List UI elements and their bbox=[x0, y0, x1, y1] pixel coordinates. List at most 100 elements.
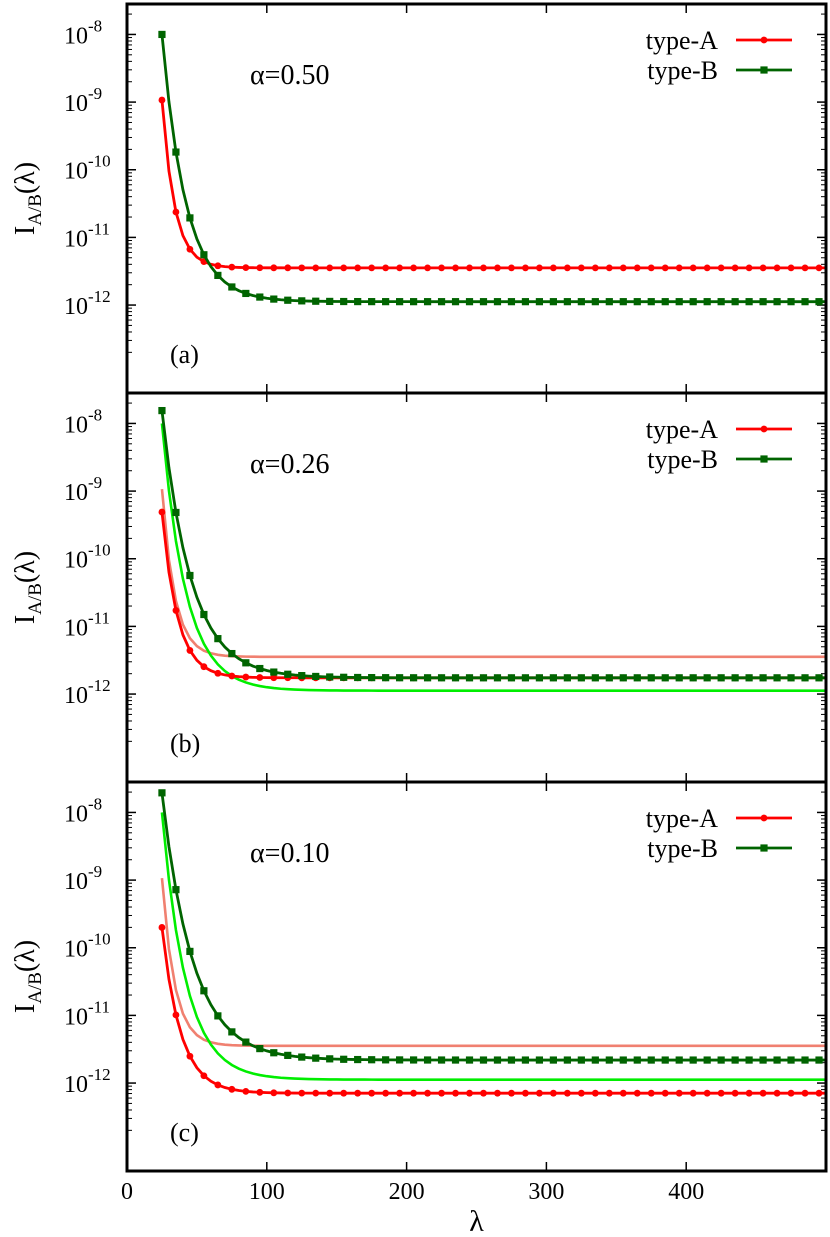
y-tick-base: 10 bbox=[64, 159, 88, 185]
data-point bbox=[745, 1089, 753, 1097]
plot-area bbox=[158, 406, 826, 692]
y-tick-base: 10 bbox=[64, 23, 88, 49]
data-point bbox=[563, 264, 571, 272]
legend-label: type-A bbox=[646, 415, 718, 444]
data-point bbox=[675, 1056, 683, 1064]
y-label-subscript: A/B bbox=[25, 583, 46, 615]
data-point bbox=[242, 659, 250, 667]
data-point bbox=[410, 1089, 417, 1097]
data-point bbox=[661, 264, 669, 272]
data-point bbox=[689, 674, 697, 682]
data-point bbox=[801, 1089, 809, 1097]
y-tick-base: 10 bbox=[64, 548, 88, 574]
data-point bbox=[647, 264, 655, 272]
data-point bbox=[633, 1056, 641, 1064]
y-tick-exponent: -9 bbox=[88, 473, 102, 492]
legend-marker bbox=[760, 814, 768, 822]
data-point bbox=[508, 264, 515, 272]
data-point bbox=[661, 1089, 669, 1097]
data-point bbox=[801, 1056, 809, 1064]
data-point bbox=[647, 1056, 655, 1064]
data-point bbox=[815, 298, 823, 306]
data-point bbox=[382, 1056, 390, 1064]
data-point bbox=[396, 1089, 404, 1097]
data-point bbox=[759, 298, 767, 306]
legend-label: type-B bbox=[647, 834, 718, 863]
data-point bbox=[717, 1089, 725, 1097]
data-point bbox=[452, 1089, 459, 1097]
y-tick-label: 10-11 bbox=[64, 219, 110, 252]
data-point bbox=[591, 1056, 599, 1064]
x-axis-label: λ bbox=[469, 1205, 484, 1237]
data-point bbox=[396, 674, 404, 682]
data-point bbox=[759, 674, 767, 682]
data-point bbox=[228, 1028, 236, 1036]
y-label-argument: (λ) bbox=[10, 162, 41, 194]
data-point bbox=[326, 673, 334, 681]
data-point bbox=[535, 298, 544, 306]
data-point bbox=[549, 1056, 557, 1064]
y-label-argument: (λ) bbox=[10, 940, 41, 972]
y-label-argument: (λ) bbox=[10, 551, 41, 583]
data-point bbox=[340, 297, 348, 306]
data-point bbox=[815, 1089, 823, 1097]
data-point bbox=[242, 289, 250, 298]
data-point bbox=[619, 298, 627, 306]
data-point bbox=[577, 264, 585, 272]
x-tick-label: 0 bbox=[121, 1179, 133, 1205]
data-point bbox=[731, 1089, 739, 1097]
data-point bbox=[214, 669, 222, 677]
y-tick-label: 10-10 bbox=[64, 930, 111, 963]
data-point bbox=[605, 674, 613, 682]
y-tick-exponent: -10 bbox=[88, 930, 111, 949]
data-point bbox=[340, 1089, 348, 1097]
data-point bbox=[270, 1089, 278, 1097]
data-point bbox=[549, 674, 557, 682]
series-line-1 bbox=[160, 423, 826, 692]
data-point bbox=[633, 1089, 641, 1097]
y-tick-base: 10 bbox=[64, 412, 88, 438]
data-point bbox=[382, 264, 390, 272]
data-point bbox=[214, 271, 222, 280]
data-point bbox=[563, 1056, 571, 1064]
data-point bbox=[745, 298, 753, 306]
data-point bbox=[703, 298, 711, 306]
panel-label: (b) bbox=[170, 729, 200, 758]
series-line-1 bbox=[160, 812, 826, 1081]
data-point bbox=[326, 1055, 334, 1063]
data-point bbox=[759, 1056, 767, 1064]
data-point bbox=[186, 245, 194, 253]
y-tick-label: 10-8 bbox=[64, 405, 102, 438]
legend-marker bbox=[760, 425, 768, 433]
y-tick-label: 10-11 bbox=[64, 997, 110, 1030]
data-point bbox=[647, 674, 655, 682]
data-point bbox=[465, 674, 474, 682]
data-point bbox=[605, 1056, 613, 1064]
legend-marker bbox=[760, 844, 768, 852]
series-line-0 bbox=[160, 99, 826, 270]
data-point bbox=[787, 1056, 795, 1064]
data-point bbox=[689, 1089, 697, 1097]
data-point bbox=[577, 1089, 585, 1097]
data-point bbox=[396, 264, 404, 272]
data-point bbox=[451, 674, 460, 682]
data-point bbox=[200, 610, 208, 619]
data-point bbox=[354, 264, 362, 272]
data-point bbox=[466, 264, 473, 272]
data-point bbox=[270, 674, 278, 682]
data-point bbox=[787, 674, 795, 682]
y-tick-exponent: -10 bbox=[88, 152, 111, 171]
plot-frame bbox=[125, 391, 828, 784]
y-tick-label: 10-9 bbox=[64, 473, 102, 506]
panel-label: (c) bbox=[170, 1118, 199, 1147]
data-point bbox=[158, 789, 166, 797]
data-point bbox=[731, 1056, 739, 1064]
data-point bbox=[172, 607, 180, 614]
data-point bbox=[661, 1056, 669, 1064]
legend-label: type-B bbox=[647, 445, 718, 474]
data-point bbox=[647, 298, 655, 306]
data-point bbox=[480, 264, 487, 272]
data-point bbox=[256, 674, 264, 681]
data-point bbox=[437, 298, 446, 306]
data-point bbox=[591, 264, 599, 272]
